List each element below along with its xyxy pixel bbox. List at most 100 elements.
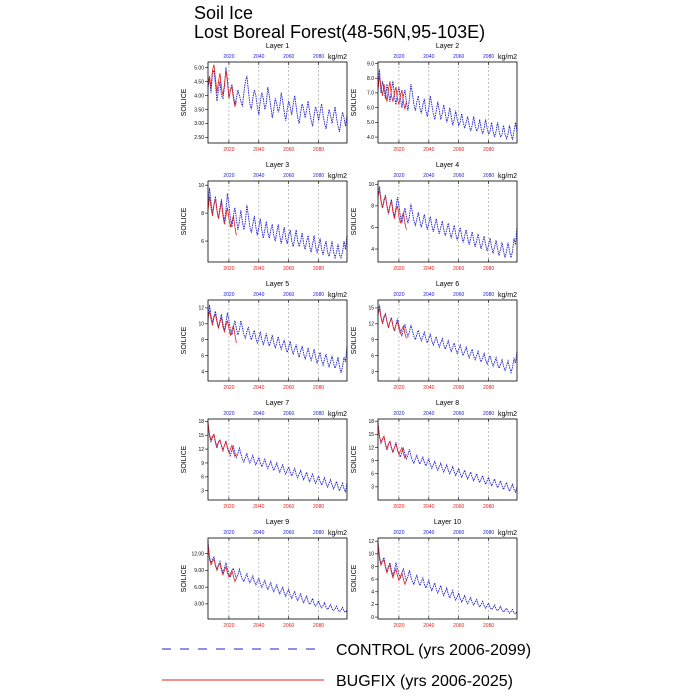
y-tick-label: 2 [371,602,374,608]
x-tick-label-bottom: 2020 [223,147,234,153]
plot-frame [377,180,518,263]
x-tick-label-bottom: 2020 [223,623,234,629]
y-tick-label: 10 [368,182,374,188]
y-tick-label: 6 [371,577,374,583]
bugfix-series-line [207,64,237,107]
panel-title: Layer 8 [436,400,459,407]
x-tick-label-bottom: 2060 [453,385,464,391]
x-tick-label-top: 2080 [483,530,494,536]
bugfix-series-line [207,422,237,458]
y-tick-label: 4 [371,247,374,253]
panel-layer-1: Layer 1 kg/m2 SOILICE 2.50 3.00 3.50 4.00 4.50 5… [181,43,348,153]
y-tick-label: 5.00 [194,65,204,71]
y-tick-label: 3.50 [194,107,204,113]
y-tick-label: 12 [368,445,374,451]
x-tick-label-bottom: 2020 [393,147,404,153]
x-tick-label-top: 2040 [423,411,434,417]
x-tick-label-top: 2040 [423,54,434,60]
control-series-line [207,187,348,260]
y-tick-label: 7.0 [367,91,374,97]
panel-title: Layer 9 [266,519,289,526]
y-tick-label: 3.00 [194,121,204,127]
panel-title: Layer 3 [266,162,289,169]
x-tick-label-top: 2040 [423,292,434,298]
x-tick-label-bottom: 2060 [283,623,294,629]
bugfix-series-line [377,190,407,230]
x-tick-label-bottom: 2020 [223,385,234,391]
panel-layer-8: Layer 8 kg/m2 SOILICE 3 6 9 12 15 18 2020 2020 2040… [351,400,518,510]
x-tick-label-top: 2020 [393,530,404,536]
y-tick-label: 6 [201,353,204,359]
bugfix-series-line [207,196,237,236]
plot-frame [207,537,348,620]
panel-layer-6: Layer 6 kg/m2 SOILICE 3 6 9 12 15 2020 2020 2040 20… [351,281,518,391]
figure-title-line1: Soil Ice [194,3,253,23]
x-tick-label-top: 2080 [313,411,324,417]
control-series-line [377,422,518,494]
x-tick-label-bottom: 2020 [223,504,234,510]
x-tick-label-top: 2080 [313,54,324,60]
x-tick-label-bottom: 2080 [483,504,494,510]
y-tick-label: 8 [201,211,204,217]
y-tick-label: 5.0 [367,120,374,126]
x-tick-label-bottom: 2040 [423,385,434,391]
x-tick-label-top: 2040 [423,173,434,179]
x-tick-label-top: 2060 [283,411,294,417]
panel-layer-5: Layer 5 kg/m2 SOILICE 4 6 8 10 12 2020 2020 2040 20… [181,281,348,391]
y-tick-label: 18 [368,419,374,425]
y-axis-label: SOILICE [181,207,188,235]
x-tick-label-top: 2080 [313,292,324,298]
x-tick-label-top: 2080 [313,530,324,536]
x-tick-label-bottom: 2020 [393,266,404,272]
x-tick-label-bottom: 2020 [393,504,404,510]
panel-title: Layer 7 [266,400,289,407]
x-tick-label-top: 2020 [393,54,404,60]
y-tick-label: 9 [371,458,374,464]
x-tick-label-bottom: 2040 [423,623,434,629]
y-tick-label: 8 [371,204,374,210]
x-tick-label-top: 2080 [483,173,494,179]
panel-units: kg/m2 [328,411,347,418]
y-tick-label: 12 [198,447,204,453]
y-tick-label: 18 [198,419,204,425]
x-tick-label-top: 2080 [313,173,324,179]
panel-units: kg/m2 [498,292,517,299]
x-tick-label-bottom: 2080 [313,623,324,629]
y-tick-label: 12 [198,306,204,312]
bugfix-series-line [377,543,407,586]
x-tick-label-top: 2060 [283,173,294,179]
x-tick-label-top: 2040 [253,411,264,417]
y-tick-label: 8 [371,564,374,570]
y-axis-label: SOILICE [181,88,188,116]
x-tick-label-bottom: 2080 [483,147,494,153]
y-tick-label: 15 [198,433,204,439]
panel-layer-3: Layer 3 kg/m2 SOILICE 6 8 10 2020 2020 2040 2040 2… [181,162,348,272]
panel-title: Layer 6 [436,281,459,288]
y-axis-label: SOILICE [351,445,358,473]
plot-frame [377,61,518,144]
plot-frame [377,418,518,501]
x-tick-label-top: 2020 [223,173,234,179]
panel-units: kg/m2 [328,173,347,180]
panel-units: kg/m2 [328,292,347,299]
panel-title: Layer 4 [436,162,459,169]
y-tick-label: 0 [371,615,374,621]
x-tick-label-bottom: 2020 [393,623,404,629]
x-tick-label-top: 2060 [283,54,294,60]
y-tick-label: 4.00 [194,93,204,99]
x-tick-label-bottom: 2080 [313,385,324,391]
panel-layer-4: Layer 4 kg/m2 SOILICE 4 6 8 10 2020 2020 2040 2040… [351,162,518,272]
y-tick-label: 12 [368,539,374,545]
y-tick-label: 4.0 [367,135,374,141]
x-tick-label-bottom: 2060 [453,504,464,510]
x-tick-label-bottom: 2060 [283,504,294,510]
panel-layer-2: Layer 2 kg/m2 SOILICE 4.0 5.0 6.0 7.0 8.0 9.0 202… [351,43,518,153]
x-tick-label-bottom: 2040 [253,266,264,272]
y-tick-label: 3 [371,369,374,375]
x-tick-label-top: 2060 [453,530,464,536]
x-tick-label-top: 2040 [253,173,264,179]
y-tick-label: 8 [201,338,204,344]
x-tick-label-bottom: 2060 [453,266,464,272]
plot-frame [207,418,348,501]
y-tick-label: 4 [371,590,374,596]
